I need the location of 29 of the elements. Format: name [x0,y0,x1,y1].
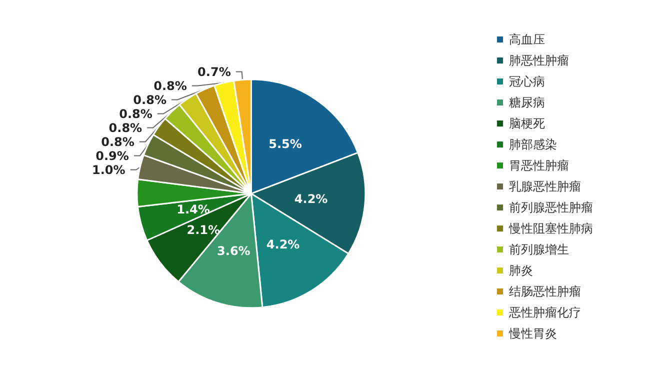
legend-label: 慢性阻塞性肺病 [508,222,593,236]
legend-label: 肺部感染 [509,138,557,152]
legend-label: 冠心病 [509,74,545,88]
legend-label: 高血压 [509,32,545,46]
legend-label: 前列腺恶性肿瘤 [509,200,593,214]
data-label: 2.1% [186,223,220,238]
legend-label: 乳腺恶性肿瘤 [509,180,581,194]
legend-label: 恶性肿瘤化疗 [508,306,581,320]
legend-label: 肺炎 [509,264,533,278]
data-label: 0.8% [101,134,134,149]
data-label: 3.6% [217,244,250,258]
data-label: 0.8% [154,78,187,93]
data-label: 1.4% [176,202,210,217]
legend-label: 慢性胃炎 [508,326,557,340]
data-label: 5.5% [268,137,302,152]
legend-label: 胃恶性肿瘤 [509,158,569,172]
legend-label: 肺恶性肿瘤 [509,54,569,68]
legend-label: 糖尿病 [509,96,545,110]
data-label: 0.7% [198,64,231,79]
data-label: 0.9% [96,148,129,163]
data-label: 4.2% [294,192,328,206]
legend-label: 前列腺增生 [509,242,569,256]
data-label: 4.2% [266,238,300,252]
legend-label: 脑梗死 [509,116,545,130]
data-label: 0.8% [119,106,152,121]
data-label: 0.8% [108,120,142,135]
data-label: 0.8% [133,92,166,107]
data-label: 1.0% [92,162,126,177]
legend-label: 结肠恶性肿瘤 [509,284,581,298]
